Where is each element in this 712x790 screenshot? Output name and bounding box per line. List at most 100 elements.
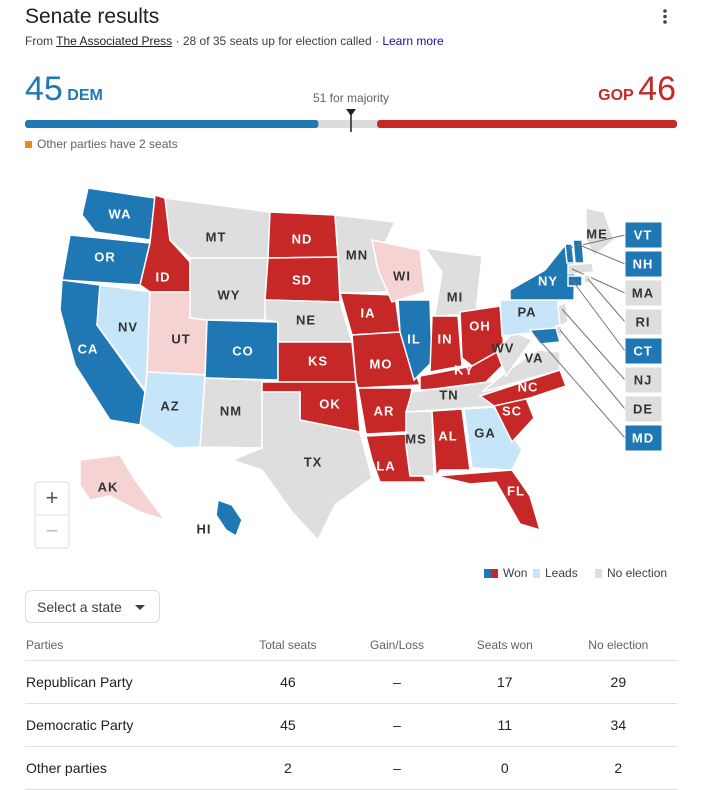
state-label: SD [292,272,312,287]
state [572,239,585,264]
menu-icon[interactable] [663,9,667,24]
table-cell: 29 [559,660,677,704]
state-label: PA [517,304,536,319]
state-label: NY [538,273,558,288]
leader-line [571,279,626,352]
header-row: Parties Total seats Gain/Loss Seats won No e… [25,630,677,661]
state-label: FL [507,483,525,498]
legend-swatch [484,569,491,578]
state-label: MN [346,247,368,262]
state-label: OK [319,396,341,411]
state-label: UT [171,331,190,346]
leader-line [561,308,626,381]
state [557,302,569,328]
state-label: MD [632,430,654,445]
state-box [624,366,663,394]
results-table: Parties Total seats Gain/Loss Seats won No e… [25,630,677,790]
state-label: ME [586,226,608,241]
gop-seats: 46 [638,70,676,108]
state [585,207,615,258]
state [397,299,433,382]
dem-tally: 45 DEM [25,70,103,109]
legend-label: Leads [545,566,578,580]
leader-line [571,268,626,294]
state-box [624,308,663,336]
state-label: NV [118,319,138,334]
state-label: DE [633,401,653,416]
dem-seats: 45 [25,70,63,108]
state [351,331,422,389]
state-label: ND [292,231,313,246]
state [423,247,483,317]
state-label: ID [156,269,171,284]
state-label: AL [438,428,457,443]
table-cell: 2 [559,746,677,790]
source-link[interactable]: The Associated Press [56,34,173,48]
page: Senate results From The Associated Press… [25,5,677,790]
state-box [624,337,663,365]
state [564,243,575,264]
table-cell: – [344,746,450,790]
column-header: Gain/Loss [344,630,450,661]
state-label: HI [197,521,212,536]
state-label: OR [94,249,116,264]
state-label: WY [218,287,241,302]
state-label: RI [636,314,651,329]
table-cell: 0 [449,746,560,790]
state-label: VA [524,350,543,365]
learn-more[interactable]: Learn more [382,34,444,48]
state-label: MA [632,285,654,300]
state-label: MS [405,431,427,446]
state [583,274,591,284]
table-cell: 46 [231,660,344,704]
map: WA OR CA NV ID MT WY UT AZ CO NM ND SD NE KS OK TX MN IA MO… [25,9,677,580]
leader-line [533,333,626,439]
leader-line [587,278,626,323]
state-label: WA [109,206,132,221]
table-cell: – [344,703,450,747]
legend: Won Leads No election [484,566,667,580]
state [79,454,168,522]
legend-swatch [595,569,602,578]
state [481,349,561,393]
table-cell: 45 [231,703,344,747]
leader-line [576,243,626,265]
state-label: TX [304,454,323,469]
other-note-text: Other parties have 2 seats [37,137,178,151]
leader-line [559,329,626,410]
called: · 28 of 35 seats up for election called … [175,34,379,48]
table-cell: 34 [559,703,677,747]
zoom-out[interactable]: − [46,518,59,543]
gop-bar [377,120,677,128]
state [215,498,243,538]
state-box [624,395,663,423]
column-header: Parties [25,630,232,661]
table-cell: 17 [449,660,560,704]
other-swatch [25,141,32,148]
state-label: CT [633,343,652,358]
state [164,197,271,259]
state [567,262,595,275]
state [431,408,471,479]
table-cell: 11 [449,703,560,747]
majority-text: for majority [329,91,390,105]
state-label: MI [447,289,463,304]
table-cell: Democratic Party [25,703,232,747]
column-header: Total seats [231,630,344,661]
state-box [624,279,663,307]
state-box [624,221,663,249]
state-label: NE [296,312,316,327]
state-label: AZ [160,398,179,413]
dem-label: DEM [67,87,103,104]
states: WA OR CA NV ID MT WY UT AZ CO NM ND SD NE KS OK TX MN IA MO… [59,187,663,542]
state-label: SC [502,403,522,418]
state-label: VT [634,227,653,242]
state-select[interactable]: Select a state [25,590,160,623]
state-label: LA [376,458,395,473]
state-label: CA [78,341,99,356]
zoom-in[interactable]: + [46,485,59,510]
table-cell: Republican Party [25,660,232,704]
legend-label: No election [607,566,667,580]
state [567,275,583,287]
state [528,327,561,345]
